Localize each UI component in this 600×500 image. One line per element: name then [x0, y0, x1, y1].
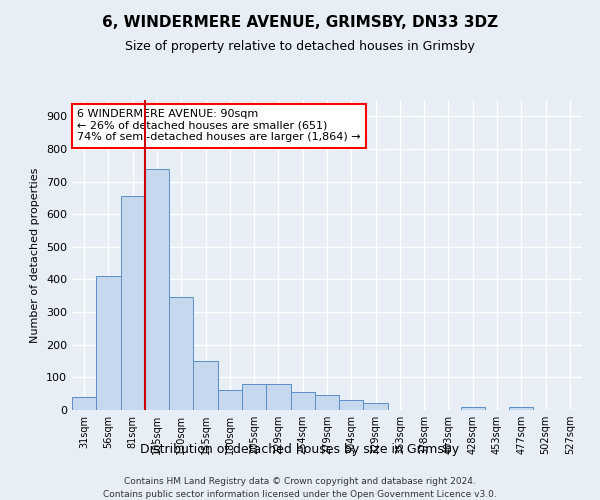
Bar — [72, 397, 96, 410]
Bar — [193, 361, 218, 410]
Text: Size of property relative to detached houses in Grimsby: Size of property relative to detached ho… — [125, 40, 475, 53]
Text: 6, WINDERMERE AVENUE, GRIMSBY, DN33 3DZ: 6, WINDERMERE AVENUE, GRIMSBY, DN33 3DZ — [102, 15, 498, 30]
Bar — [145, 168, 169, 410]
Bar — [169, 298, 193, 410]
Text: Contains HM Land Registry data © Crown copyright and database right 2024.: Contains HM Land Registry data © Crown c… — [124, 478, 476, 486]
Text: 6 WINDERMERE AVENUE: 90sqm
← 26% of detached houses are smaller (651)
74% of sem: 6 WINDERMERE AVENUE: 90sqm ← 26% of deta… — [77, 110, 361, 142]
Bar — [121, 196, 145, 410]
Bar — [315, 396, 339, 410]
Bar — [364, 404, 388, 410]
Bar — [218, 390, 242, 410]
Y-axis label: Number of detached properties: Number of detached properties — [31, 168, 40, 342]
Bar — [242, 384, 266, 410]
Bar — [96, 276, 121, 410]
Text: Distribution of detached houses by size in Grimsby: Distribution of detached houses by size … — [140, 442, 460, 456]
Text: Contains public sector information licensed under the Open Government Licence v3: Contains public sector information licen… — [103, 490, 497, 499]
Bar — [461, 406, 485, 410]
Bar — [266, 384, 290, 410]
Bar — [509, 406, 533, 410]
Bar — [339, 400, 364, 410]
Bar — [290, 392, 315, 410]
